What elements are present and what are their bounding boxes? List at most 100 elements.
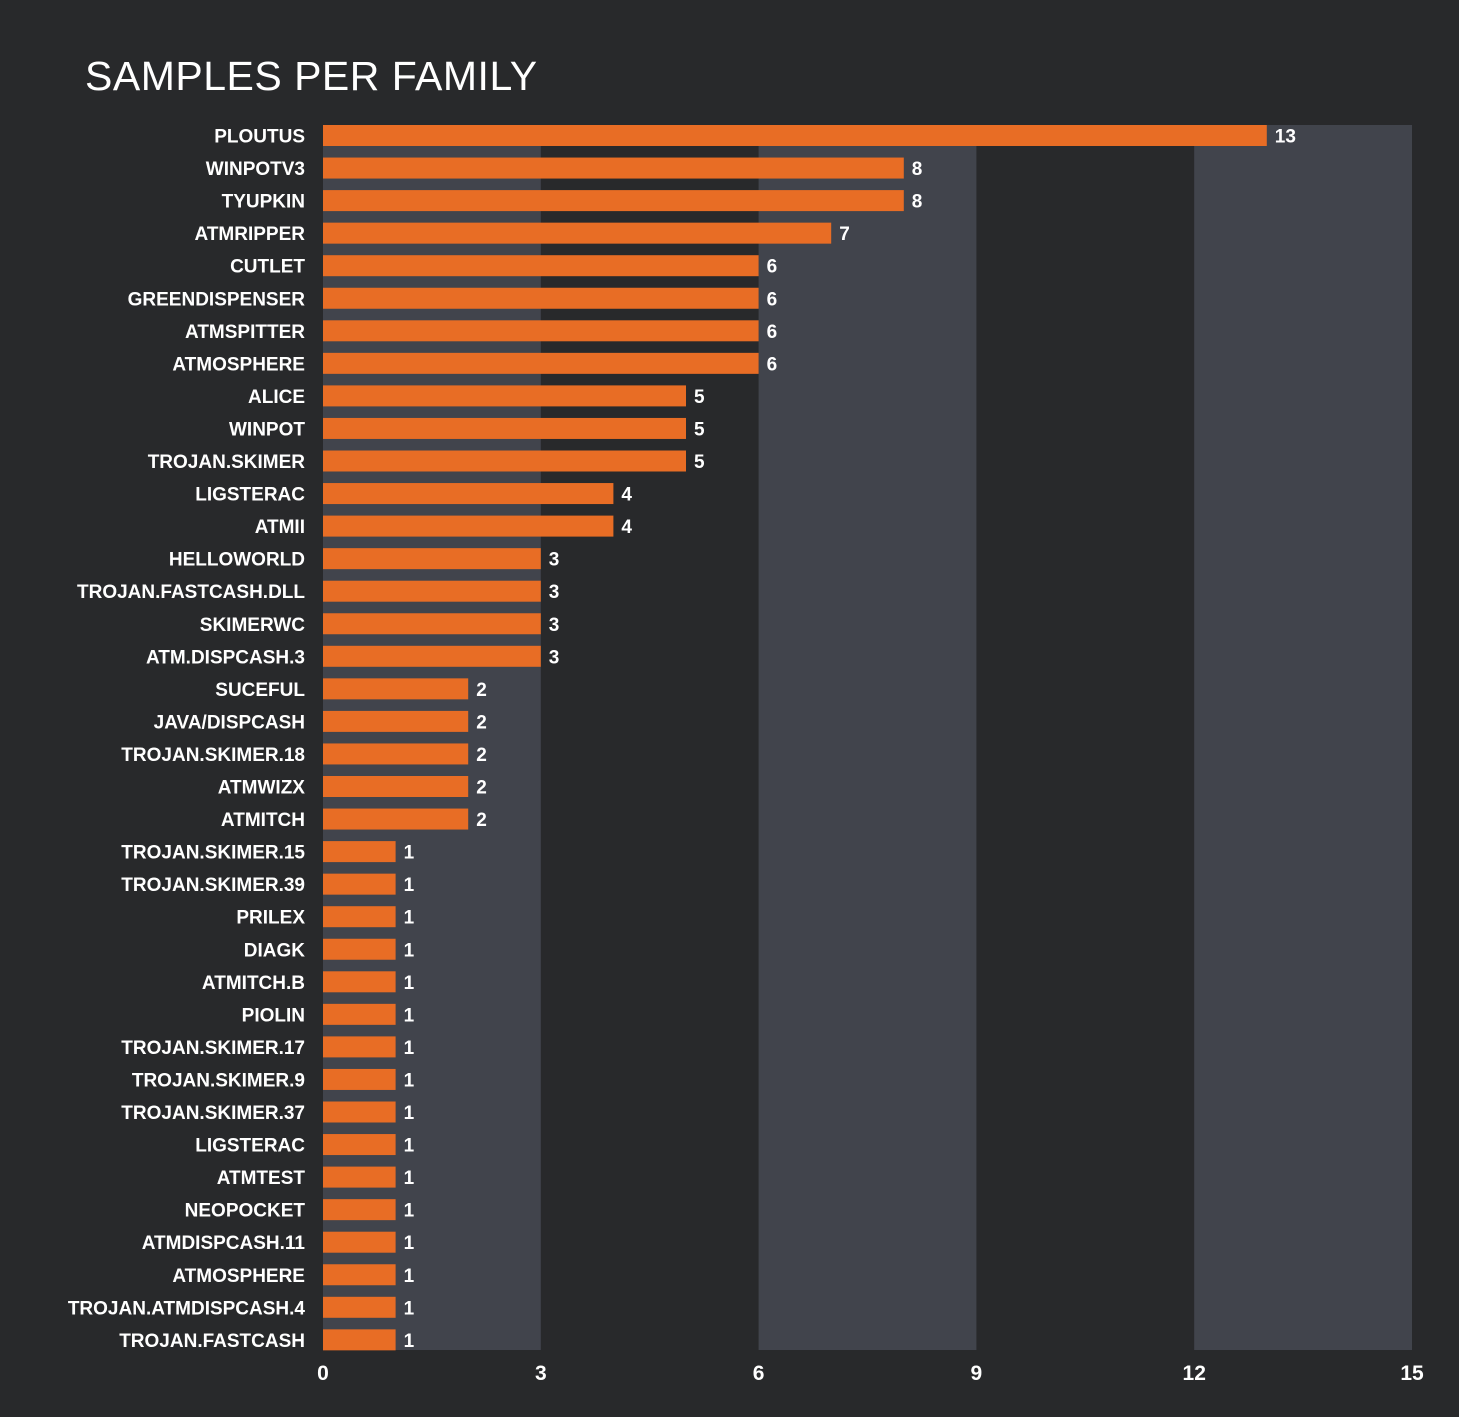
bar: [323, 1296, 396, 1318]
category-label: ATMII: [255, 517, 305, 538]
bar: [323, 710, 469, 732]
bar: [323, 906, 396, 928]
value-label: 5: [694, 452, 705, 473]
bar: [323, 385, 686, 407]
category-label: TROJAN.ATMDISPCASH.4: [68, 1298, 306, 1319]
category-label: ATMITCH: [221, 810, 305, 831]
bar: [323, 678, 469, 700]
x-tick-label: 3: [535, 1362, 547, 1385]
value-label: 8: [912, 159, 923, 180]
value-label: 2: [476, 745, 487, 766]
bar: [323, 1199, 396, 1221]
bar: [323, 190, 904, 212]
x-tick-label: 6: [753, 1362, 765, 1385]
category-label: TROJAN.SKIMER.37: [121, 1103, 305, 1124]
value-label: 1: [404, 1331, 415, 1352]
category-label: ATMSPITTER: [185, 322, 305, 343]
value-label: 6: [767, 257, 778, 278]
category-label: ALICE: [248, 387, 305, 408]
category-label: ATMDISPCASH.11: [142, 1233, 306, 1254]
category-label: SUCEFUL: [215, 680, 305, 701]
category-label: LIGSTERAC: [195, 1136, 305, 1157]
chart-title: SAMPLES PER FAMILY: [85, 53, 538, 99]
bar: [323, 483, 614, 505]
bar: [323, 1101, 396, 1123]
bar: [323, 1134, 396, 1156]
x-tick-label: 12: [1183, 1362, 1206, 1385]
bar: [323, 1231, 396, 1253]
value-label: 1: [404, 1201, 415, 1222]
value-label: 6: [767, 354, 778, 375]
category-label: HELLOWORLD: [169, 550, 305, 571]
bar: [323, 580, 541, 602]
value-label: 5: [694, 387, 705, 408]
x-axis-ticks: 0 3 6 9 12 15: [317, 1362, 1424, 1385]
bar: [323, 613, 541, 635]
category-label: CUTLET: [230, 257, 305, 278]
category-label: WINPOTV3: [206, 159, 305, 180]
bar: [323, 157, 904, 179]
value-label: 2: [476, 778, 487, 799]
value-label: 2: [476, 680, 487, 701]
value-label: 1: [404, 875, 415, 896]
value-label: 6: [767, 289, 778, 310]
category-label: TROJAN.SKIMER.17: [121, 1038, 305, 1059]
value-label: 1: [404, 1233, 415, 1254]
value-label: 1: [404, 1136, 415, 1157]
category-label: PIOLIN: [242, 1005, 305, 1026]
bar: [323, 222, 832, 244]
category-label: TROJAN.FASTCASH: [119, 1331, 305, 1352]
bar: [323, 125, 1267, 146]
bar: [323, 1329, 396, 1351]
bar: [323, 743, 469, 765]
value-label: 1: [404, 1103, 415, 1124]
category-label: PLOUTUS: [214, 127, 305, 148]
bar: [323, 352, 759, 374]
value-label: 1: [404, 1168, 415, 1189]
grid-band: [1194, 125, 1412, 1350]
category-label: GREENDISPENSER: [128, 289, 306, 310]
category-label: TROJAN.SKIMER: [148, 452, 306, 473]
value-labels: 13 8 8 7 6 6 6 6 5 5 5 4 4 3 3 3 3 2 2 2 2 2 1 1 1 1 1 1 1 1 1 1 1 1 1 1 1 1: [404, 127, 1296, 1352]
bar: [323, 255, 759, 277]
x-tick-label: 15: [1400, 1362, 1424, 1385]
bar: [323, 971, 396, 993]
value-label: 3: [549, 615, 560, 636]
value-label: 4: [621, 485, 632, 506]
category-label: TROJAN.SKIMER.39: [121, 875, 305, 896]
bar: [323, 776, 469, 797]
category-label: ATMITCH.B: [202, 973, 305, 994]
value-label: 1: [404, 940, 415, 961]
category-label: NEOPOCKET: [185, 1201, 306, 1222]
value-label: 3: [549, 647, 560, 668]
value-label: 1: [404, 1070, 415, 1091]
bar: [323, 548, 541, 570]
value-label: 1: [404, 1266, 415, 1287]
bar: [323, 287, 759, 309]
category-label: PRILEX: [236, 908, 305, 929]
bar: [323, 417, 686, 439]
bar: [323, 1068, 396, 1090]
category-label: WINPOT: [229, 419, 305, 440]
category-label: ATMRIPPER: [195, 224, 306, 245]
value-label: 2: [476, 810, 487, 831]
value-label: 1: [404, 843, 415, 864]
bar: [323, 808, 469, 830]
value-label: 8: [912, 192, 923, 213]
value-label: 2: [476, 712, 487, 733]
value-label: 1: [404, 908, 415, 929]
category-label: DIAGK: [244, 940, 306, 961]
bar: [323, 645, 541, 667]
category-label: ATMTEST: [217, 1168, 306, 1189]
bar: [323, 1036, 396, 1058]
category-label: TROJAN.SKIMER.18: [121, 745, 305, 766]
category-label: JAVA/DISPCASH: [154, 712, 305, 733]
category-labels: PLOUTUS WINPOTV3 TYUPKIN ATMRIPPER CUTLET GRE…: [68, 127, 306, 1352]
bar: [323, 873, 396, 895]
bar: [323, 320, 759, 342]
category-label: ATMOSPHERE: [172, 354, 305, 375]
bar: [323, 841, 396, 863]
bars-group: [323, 125, 1267, 1351]
value-label: 6: [767, 322, 778, 343]
